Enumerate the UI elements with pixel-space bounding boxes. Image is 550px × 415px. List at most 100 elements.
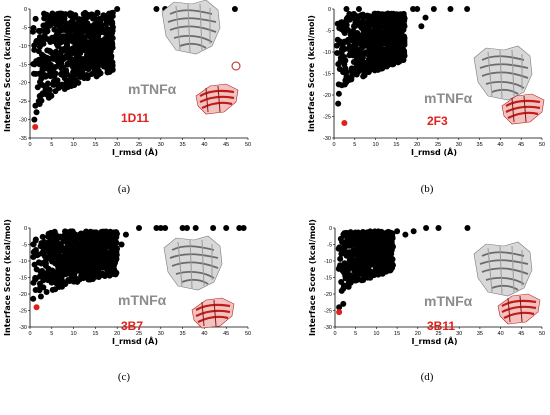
y-tick-label: -5: [22, 243, 27, 249]
decoy-point: [354, 58, 361, 65]
decoy-point: [371, 228, 378, 235]
panel-caption: (c): [118, 371, 131, 383]
decoy-point: [236, 225, 243, 231]
panel-caption: (a): [118, 183, 131, 195]
decoy-point: [48, 92, 55, 99]
decoy-point: [105, 268, 112, 275]
decoy-point: [118, 241, 125, 248]
decoy-point: [368, 33, 375, 40]
decoy-point: [89, 252, 96, 259]
decoy-point: [53, 21, 60, 28]
y-axis-label: Interface Score (kcal/mol): [3, 15, 12, 132]
decoy-point: [112, 234, 119, 241]
decoy-point: [72, 68, 79, 75]
decoy-point: [84, 246, 91, 253]
decoy-point: [447, 6, 454, 12]
decoy-point: [367, 257, 374, 264]
decoy-point: [31, 61, 38, 68]
decoy-point: [86, 26, 93, 33]
decoy-point: [32, 286, 39, 293]
y-tick-label: -15: [19, 276, 27, 282]
decoy-point: [223, 225, 230, 231]
decoy-point: [369, 63, 376, 70]
x-tick-label: 15: [394, 331, 400, 337]
decoy-point: [341, 69, 348, 76]
x-tick-label: 40: [498, 331, 504, 337]
decoy-point: [360, 72, 367, 79]
decoy-point: [336, 304, 343, 311]
decoy-point: [337, 38, 344, 45]
x-tick-label: 25: [435, 142, 441, 148]
decoy-point: [108, 240, 115, 247]
x-tick-label: 10: [71, 331, 77, 337]
decoy-point: [346, 249, 353, 256]
x-tick-label: 20: [414, 142, 420, 148]
decoy-point: [84, 42, 91, 49]
native-point: [33, 304, 40, 311]
decoy-series: [29, 6, 238, 123]
decoy-point: [61, 75, 68, 82]
decoy-point: [153, 225, 160, 231]
protein-structure-image: [163, 235, 223, 291]
decoy-point: [95, 239, 102, 246]
decoy-point: [388, 246, 395, 253]
decoy-point: [64, 234, 71, 241]
decoy-point: [29, 28, 36, 35]
decoy-point: [47, 36, 54, 43]
decoy-point: [355, 259, 362, 266]
x-tick-label: 20: [114, 331, 120, 337]
decoy-point: [82, 9, 89, 16]
panel-caption: (d): [421, 371, 434, 383]
decoy-point: [88, 70, 95, 77]
x-tick-label: 50: [539, 142, 545, 148]
decoy-point: [381, 36, 388, 43]
decoy-point: [30, 295, 37, 302]
decoy-point: [108, 20, 115, 27]
protein-label: mTNFα: [118, 292, 167, 308]
decoy-point: [88, 11, 95, 18]
decoy-point: [365, 19, 372, 26]
decoy-point: [390, 18, 397, 25]
y-tick-label: -15: [323, 72, 331, 78]
decoy-series: [30, 225, 247, 302]
decoy-point: [37, 283, 44, 290]
decoy-point: [401, 33, 408, 40]
decoy-point: [94, 53, 101, 60]
decoy-point: [377, 15, 384, 22]
decoy-point: [366, 243, 373, 250]
decoy-point: [345, 39, 352, 46]
decoy-point: [354, 242, 361, 249]
x-tick-label: 15: [393, 142, 399, 148]
chart-panel: 0 5 10 15 20 25 30 35 40 45 50 0 -5 -10 -15 -20 -25 -30 I_…: [3, 219, 251, 346]
y-tick-label: -20: [19, 81, 27, 87]
decoy-point: [347, 31, 354, 38]
decoy-point: [357, 62, 364, 69]
decoy-point: [103, 37, 110, 44]
decoy-point: [111, 267, 118, 274]
decoy-point: [371, 272, 378, 279]
decoy-point: [50, 55, 57, 62]
decoy-point: [375, 246, 382, 253]
decoy-point: [46, 86, 53, 93]
x-tick-label: 15: [92, 142, 98, 148]
complex-label: 3B7: [121, 319, 143, 333]
x-tick-label: 45: [223, 142, 229, 148]
x-tick-label: 30: [456, 331, 462, 337]
decoy-point: [45, 233, 52, 240]
y-tick-label: -5: [326, 29, 331, 35]
decoy-point: [349, 70, 356, 77]
antibody-structure-image: [190, 296, 236, 330]
y-tick-label: -25: [19, 99, 27, 105]
complex-label: 2F3: [427, 114, 448, 128]
decoy-point: [410, 228, 417, 235]
decoy-point: [396, 48, 403, 55]
decoy-point: [381, 46, 388, 53]
x-tick-label: 5: [354, 331, 357, 337]
decoy-point: [338, 287, 345, 294]
decoy-point: [43, 289, 50, 296]
decoy-point: [38, 51, 45, 58]
decoy-point: [94, 22, 101, 29]
decoy-point: [385, 42, 392, 49]
decoy-point: [75, 52, 82, 59]
